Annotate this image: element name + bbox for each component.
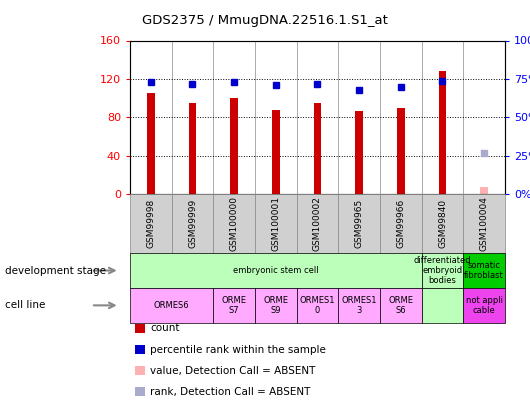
- Text: ORMES6: ORMES6: [154, 301, 190, 310]
- Text: GSM100000: GSM100000: [229, 196, 239, 251]
- Text: ORME
S6: ORME S6: [388, 296, 413, 315]
- Text: ORME
S9: ORME S9: [263, 296, 288, 315]
- Text: GSM99965: GSM99965: [355, 199, 364, 248]
- Text: differentiated
embryoid
bodies: differentiated embryoid bodies: [414, 256, 471, 286]
- Bar: [480, 187, 488, 194]
- Text: cell line: cell line: [5, 301, 46, 310]
- Text: GSM100002: GSM100002: [313, 196, 322, 251]
- Text: ORMES1
0: ORMES1 0: [300, 296, 335, 315]
- Text: GSM99840: GSM99840: [438, 199, 447, 248]
- Bar: [397, 108, 404, 194]
- Text: somatic
fibroblast: somatic fibroblast: [464, 261, 504, 280]
- Bar: [272, 110, 280, 194]
- Bar: [314, 103, 321, 194]
- Text: GSM100001: GSM100001: [271, 196, 280, 251]
- Text: not appli
cable: not appli cable: [466, 296, 502, 315]
- Text: GDS2375 / MmugDNA.22516.1.S1_at: GDS2375 / MmugDNA.22516.1.S1_at: [142, 14, 388, 27]
- Bar: [231, 98, 238, 194]
- Text: count: count: [150, 324, 180, 333]
- Text: ORME
S7: ORME S7: [222, 296, 246, 315]
- Text: rank, Detection Call = ABSENT: rank, Detection Call = ABSENT: [150, 387, 311, 396]
- Text: embryonic stem cell: embryonic stem cell: [233, 266, 319, 275]
- Bar: [189, 103, 196, 194]
- Text: percentile rank within the sample: percentile rank within the sample: [150, 345, 326, 354]
- Bar: [439, 71, 446, 194]
- Text: GSM99966: GSM99966: [396, 199, 405, 248]
- Text: GSM99999: GSM99999: [188, 199, 197, 248]
- Bar: [356, 111, 363, 194]
- Text: value, Detection Call = ABSENT: value, Detection Call = ABSENT: [150, 366, 315, 375]
- Text: ORMES1
3: ORMES1 3: [341, 296, 377, 315]
- Text: development stage: development stage: [5, 266, 107, 275]
- Text: GSM100004: GSM100004: [480, 196, 489, 251]
- Text: GSM99998: GSM99998: [146, 199, 155, 248]
- Bar: [147, 94, 155, 194]
